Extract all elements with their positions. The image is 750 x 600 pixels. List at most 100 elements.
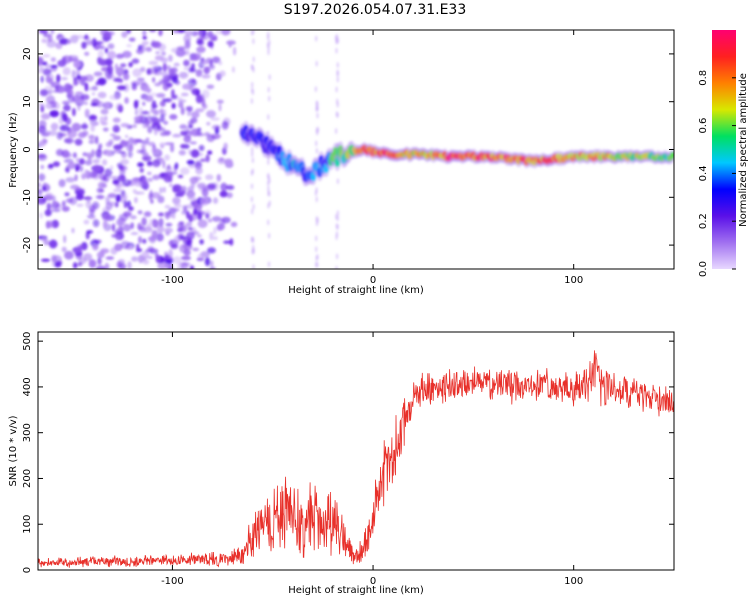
heatmap-noise-cell [62,100,70,105]
heatmap-noise-cell [199,239,204,245]
heatmap-noise-cell [84,74,94,82]
heatmap-noise-cell [85,40,94,46]
heatmap-noise-cell [151,121,161,131]
heatmap-noise-cell [76,203,84,207]
heatmap-streak-cell [267,86,270,93]
heatmap-noise-cell [98,173,106,180]
heatmap-noise-cell [156,224,165,234]
heatmap-streak-cell [267,180,270,187]
heatmap-noise-cell [183,67,191,71]
heatmap-noise-cell [140,44,146,53]
heatmap-noise-cell [118,220,123,230]
heatmap-noise-cell [142,238,147,244]
heatmap-noise-cell [197,211,203,221]
heatmap-noise-cell [172,212,176,220]
heatmap-noise-cell [72,107,76,117]
heatmap-noise-cell [112,124,121,133]
heatmap-noise-cell [41,237,46,242]
heatmap-noise-cell [168,68,175,77]
heatmap-streak-cell [251,157,255,164]
heatmap-noise-cell [171,102,176,109]
heatmap-noise-cell [196,46,206,53]
heatmap-noise-cell [88,259,97,268]
heatmap-noise-cell [50,57,57,62]
heatmap-streak-cell [267,185,270,192]
heatmap-noise-cell [96,101,104,108]
heatmap-noise-cell [49,110,59,118]
heatmap-noise-cell [197,253,205,261]
heatmap-noise-cell [62,67,71,76]
heatmap-noise-cell [92,122,100,126]
heatmap-noise-cell [115,53,124,59]
heatmap-noise-cell [97,194,104,200]
heatmap-noise-cell [192,247,200,252]
heatmap-noise-cell [169,208,180,212]
heatmap-noise-cell [192,53,202,58]
heatmap-noise-cell [179,71,189,79]
heatmap-noise-cell [76,74,81,80]
heatmap-noise-cell [95,265,106,269]
heatmap-noise-cell [130,222,134,230]
heatmap-streak-cell [267,190,271,197]
heatmap-streak-cell [335,47,338,54]
heatmap-noise-cell [209,34,218,41]
heatmap-streak-cell [315,127,319,134]
heatmap-noise-cell [97,181,107,189]
snr-y-label: SNR (10 * v/v) [8,415,19,486]
heatmap-noise-cell [83,219,90,225]
heatmap-noise-cell [134,108,138,116]
y-tick-label: -20 [22,237,33,253]
heatmap-noise-cell [120,63,127,68]
heatmap-noise-cell [178,101,184,109]
x-tick-label: -100 [161,275,184,286]
heatmap-noise-cell [196,234,202,238]
heatmap-streak-cell [252,264,255,269]
heatmap-noise-cell [105,201,113,211]
heatmap-noise-cell [140,142,150,146]
heatmap-noise-cell [97,77,107,86]
heatmap-noise-cell [67,161,76,170]
heatmap-noise-cell [130,215,137,220]
heatmap-noise-cell [200,197,209,206]
heatmap-noise-cell [115,194,122,203]
heatmap-noise-cell [41,61,48,66]
heatmap-noise-cell [106,74,112,80]
heatmap-streak-cell [251,146,254,153]
y-tick-label: 100 [22,515,33,534]
heatmap-noise-cell [168,249,173,258]
ridge-cell [670,151,674,159]
heatmap-noise-cell [173,235,181,244]
heatmap-noise-cell [212,236,218,241]
heatmap-noise-cell [207,150,213,155]
heatmap-noise-cell [73,152,77,159]
heatmap-noise-cell [159,187,163,194]
heatmap-noise-cell [204,257,211,267]
heatmap-noise-cell [104,168,113,177]
heatmap-noise-cell [191,63,195,68]
heatmap-noise-cell [71,122,81,132]
heatmap-noise-cell [47,222,54,228]
heatmap-noise-cell [41,258,51,262]
heatmap-streak-cell [335,265,338,269]
heatmap-noise-cell [128,143,134,152]
heatmap-noise-cell [38,153,48,161]
heatmap-noise-cell [152,174,160,180]
heatmap-noise-cell [92,244,99,251]
heatmap-noise-cell [117,174,126,182]
heatmap-noise-cell [180,92,189,97]
heatmap-noise-cell [168,54,173,62]
heatmap-noise-cell [75,70,81,76]
heatmap-noise-cell [111,234,118,238]
heatmap-noise-cell [196,132,205,137]
heatmap-noise-cell [62,113,68,122]
heatmap-noise-cell [180,143,187,149]
heatmap-noise-cell [38,120,47,129]
heatmap-noise-cell [221,216,231,224]
heatmap-streak-cell [252,56,255,63]
heatmap-noise-cell [164,154,171,161]
colorbar-tick-label: 0.6 [698,118,709,134]
heatmap-noise-cell [151,65,159,70]
heatmap-noise-cell [141,178,148,187]
heatmap-noise-cell [161,71,169,79]
